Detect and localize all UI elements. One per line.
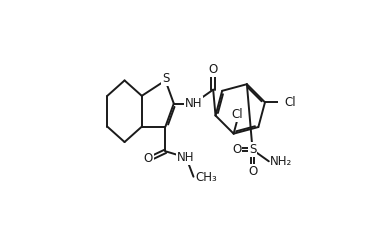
Text: S: S [249,143,256,156]
Text: O: O [143,153,153,165]
Text: NH: NH [178,151,195,164]
Text: O: O [232,143,242,156]
Text: Cl: Cl [231,108,243,121]
Text: CH₃: CH₃ [195,171,217,184]
Text: Cl: Cl [284,96,295,109]
Text: S: S [162,73,169,85]
Text: O: O [209,63,218,76]
Text: NH₂: NH₂ [270,155,292,168]
Text: O: O [248,165,257,178]
Text: NH: NH [185,97,202,110]
